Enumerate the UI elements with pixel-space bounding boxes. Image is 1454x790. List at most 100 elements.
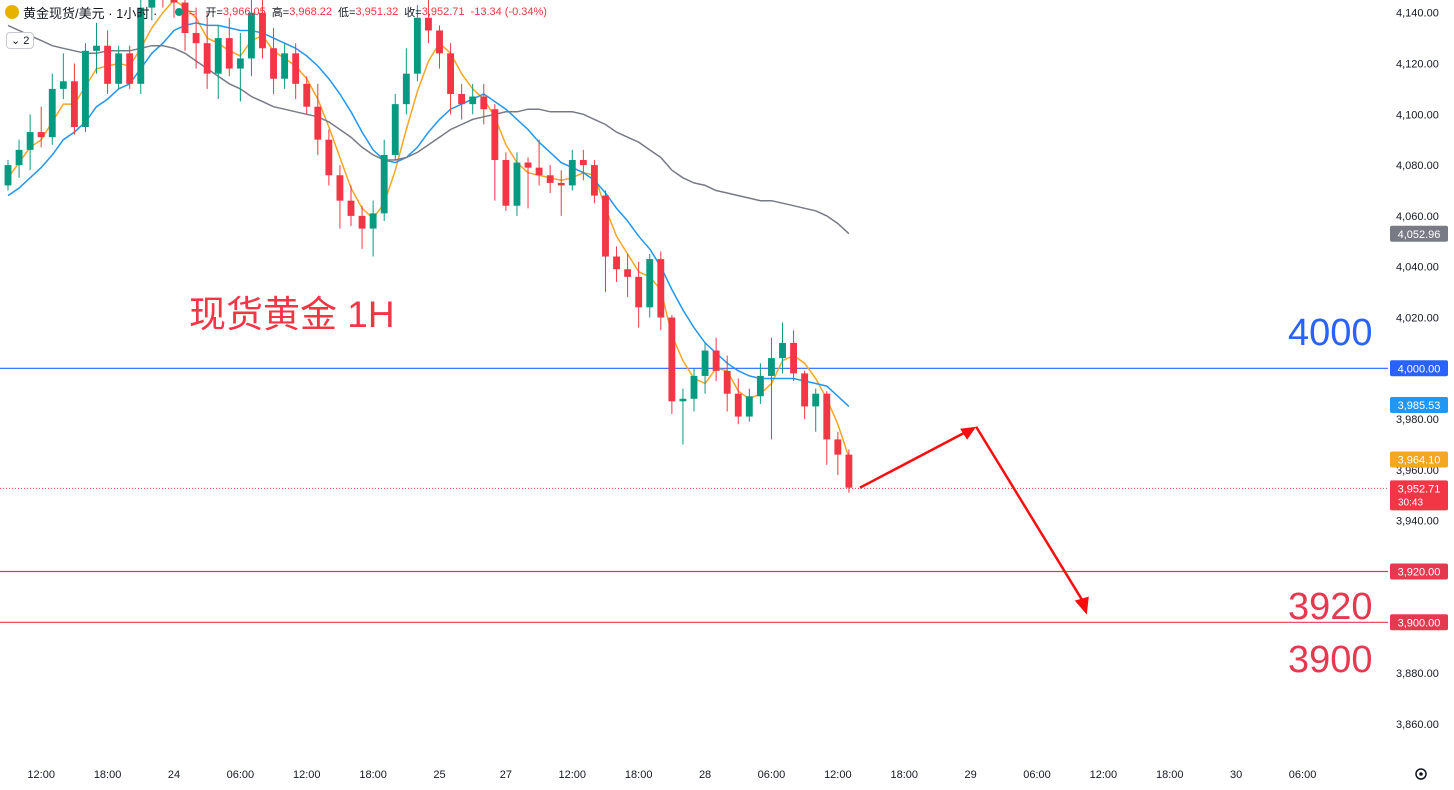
candle: [358, 205, 366, 249]
candle: [137, 0, 145, 94]
candle-body: [214, 38, 222, 74]
open-label: 开=: [205, 7, 223, 19]
candle-body: [557, 182, 565, 186]
candle: [723, 355, 731, 412]
candle: [712, 337, 720, 381]
level-badge-text: 3,920.00: [1398, 567, 1441, 579]
candle: [93, 22, 100, 74]
candle: [436, 25, 443, 69]
level-3920-label: 3920: [1288, 586, 1373, 628]
candle: [768, 337, 775, 440]
candle: [745, 388, 753, 422]
candle: [303, 76, 311, 115]
candle: [602, 190, 609, 293]
candle-body: [624, 269, 632, 277]
x-tick-label: 29: [964, 769, 976, 781]
candle-body: [325, 139, 333, 176]
candle-body: [812, 393, 820, 407]
candle-body: [524, 162, 532, 168]
candle: [579, 149, 587, 181]
candle-body: [347, 200, 355, 216]
candle-body: [535, 167, 543, 176]
candle: [657, 251, 665, 331]
candle: [369, 200, 377, 257]
level-badge-bg: [1390, 563, 1448, 580]
candle-body: [336, 175, 344, 201]
x-tick-label: 12:00: [27, 769, 55, 781]
y-tick-label: 3,960.00: [1396, 465, 1439, 477]
close-value: 3,952.71: [421, 6, 465, 18]
high-label: 高=: [271, 7, 290, 19]
candle: [801, 370, 809, 420]
x-tick-label: 18:00: [1156, 769, 1184, 781]
candle-body: [70, 81, 78, 127]
candle: [270, 27, 277, 94]
y-tick-label: 4,120.00: [1396, 59, 1439, 71]
candle-body: [26, 132, 34, 150]
candle-body: [469, 96, 477, 105]
symbol-title[interactable]: 黄金现货/美元 · 1小时 ·: [23, 5, 158, 21]
change-value: -13.34 (-0.34%): [470, 6, 547, 18]
low-value: 3,951.32: [355, 6, 399, 18]
candle: [104, 30, 112, 94]
candle: [214, 25, 222, 100]
candle: [845, 449, 853, 493]
candle: [646, 254, 654, 318]
projection-up-arrowhead: [960, 426, 977, 440]
candle-body: [712, 350, 720, 371]
candle-body: [170, 0, 178, 3]
level-badge-text: 3,900.00: [1398, 617, 1441, 629]
level-badge-3920: 3,920.00: [1390, 563, 1448, 580]
low-label: 低=: [338, 7, 356, 19]
ma-price-badge-bg: [1390, 225, 1448, 242]
candle-body: [768, 358, 775, 376]
y-tick-label: 4,040.00: [1396, 262, 1439, 274]
candle: [380, 139, 388, 221]
settings-gear-icon[interactable]: [1415, 768, 1427, 780]
candle-body: [115, 53, 123, 84]
candle-body: [480, 96, 488, 110]
x-tick-label: 28: [699, 769, 711, 781]
candle-body: [203, 43, 211, 74]
countdown-text: 30:43: [1398, 497, 1423, 508]
x-tick-label: 06:00: [1289, 769, 1317, 781]
candle-body: [59, 81, 67, 89]
y-tick-label: 4,060.00: [1396, 211, 1439, 223]
candle: [557, 170, 565, 216]
candle-body: [590, 165, 598, 196]
candle-body: [37, 132, 45, 138]
candle-body: [701, 350, 709, 376]
candle-body: [358, 215, 366, 229]
candle: [624, 254, 632, 298]
candle: [148, 0, 156, 21]
candle-body: [303, 83, 311, 107]
indicator-toggle[interactable]: ⌄ 2: [6, 32, 35, 49]
candle-body: [259, 12, 266, 49]
ma-price-badge: 3,964.10: [1390, 451, 1448, 468]
open-value: 3,966.05: [222, 6, 266, 18]
candle: [281, 43, 289, 89]
candle-body: [745, 396, 753, 417]
candle: [82, 43, 89, 133]
candle: [203, 12, 211, 89]
candle: [37, 106, 45, 148]
x-tick-label: 12:00: [293, 769, 321, 781]
ma-price-badge: 3,985.53: [1390, 397, 1448, 414]
candle-body: [801, 373, 809, 407]
y-tick-label: 4,080.00: [1396, 160, 1439, 172]
candle: [823, 391, 831, 465]
level-badge-4000: 4,000.00: [1390, 360, 1448, 377]
last-price-text: 3,952.71: [1398, 483, 1441, 495]
ma-price-badge-bg: [1390, 451, 1448, 468]
y-tick-label: 3,880.00: [1396, 668, 1439, 680]
candle: [734, 378, 742, 425]
x-tick-label: 06:00: [227, 769, 255, 781]
chevron-down-icon: ⌄: [11, 35, 21, 47]
candle-body: [82, 50, 89, 127]
candle: [15, 139, 23, 178]
candle: [402, 48, 410, 115]
x-tick-label: 30: [1230, 769, 1242, 781]
candle: [162, 0, 164, 8]
candle: [535, 139, 543, 186]
